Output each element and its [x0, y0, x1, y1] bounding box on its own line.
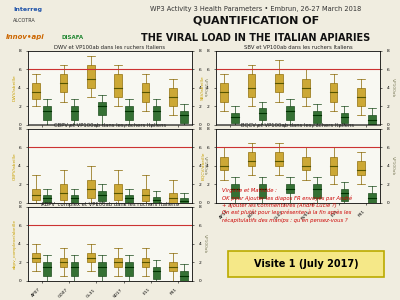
- Bar: [125, 262, 133, 276]
- Bar: [368, 193, 376, 203]
- Bar: [87, 179, 95, 198]
- Bar: [60, 184, 67, 200]
- Text: Interreg: Interreg: [14, 7, 42, 12]
- Text: Visite 1 (July 2017): Visite 1 (July 2017): [254, 259, 358, 269]
- Text: DISAFA: DISAFA: [62, 35, 84, 40]
- Bar: [313, 184, 321, 198]
- Bar: [43, 195, 51, 202]
- Bar: [114, 257, 122, 267]
- Y-axis label: abpv_complexe/abeille: abpv_complexe/abeille: [13, 219, 17, 269]
- Bar: [114, 184, 122, 200]
- Bar: [302, 157, 310, 170]
- Bar: [275, 74, 283, 92]
- Bar: [32, 189, 40, 200]
- Text: Virginie et Mathilde :
OK pour Ajouter les diapos FR envoyés par André
+ ajouter: Virginie et Mathilde : OK pour Ajouter l…: [222, 188, 352, 223]
- Bar: [302, 79, 310, 97]
- Bar: [153, 197, 160, 203]
- Bar: [153, 267, 160, 279]
- Bar: [357, 161, 365, 175]
- Bar: [259, 108, 266, 120]
- Bar: [142, 257, 149, 267]
- Bar: [231, 113, 239, 123]
- Y-axis label: VP100ab: VP100ab: [203, 156, 207, 176]
- Bar: [341, 113, 348, 123]
- Text: WP3 Activity 3 Health Parameters • Embrun, 26-27 March 2018: WP3 Activity 3 Health Parameters • Embru…: [150, 6, 362, 12]
- Bar: [286, 184, 294, 193]
- Bar: [180, 198, 188, 202]
- Bar: [259, 184, 266, 198]
- Bar: [248, 74, 255, 97]
- Y-axis label: CBPV/abeille: CBPV/abeille: [13, 152, 17, 180]
- Y-axis label: DWV/abeille: DWV/abeille: [13, 74, 17, 101]
- Bar: [368, 115, 376, 124]
- Bar: [43, 262, 51, 276]
- Y-axis label: VP100ab: VP100ab: [203, 78, 207, 98]
- Bar: [169, 193, 177, 203]
- Bar: [71, 195, 78, 202]
- Bar: [330, 157, 337, 175]
- Bar: [32, 253, 40, 262]
- Y-axis label: SBV/abeille: SBV/abeille: [201, 75, 205, 100]
- Bar: [169, 88, 177, 106]
- Bar: [32, 83, 40, 99]
- Y-axis label: VP100ab: VP100ab: [391, 156, 395, 176]
- Bar: [87, 253, 95, 262]
- Bar: [313, 111, 321, 123]
- Bar: [275, 152, 283, 166]
- Bar: [220, 83, 228, 101]
- Bar: [43, 106, 51, 120]
- Bar: [142, 189, 149, 201]
- Title: DWV et VP100ab dans les ruchers Italiens: DWV et VP100ab dans les ruchers Italiens: [54, 45, 166, 50]
- Bar: [330, 83, 337, 101]
- Y-axis label: BQCV/abeille: BQCV/abeille: [201, 152, 205, 180]
- Bar: [153, 106, 160, 120]
- Bar: [114, 74, 122, 97]
- Bar: [180, 271, 188, 280]
- Bar: [71, 106, 78, 120]
- Text: THE VIRAL LOAD IN THE ITALIAN APIARIES: THE VIRAL LOAD IN THE ITALIAN APIARIES: [141, 33, 371, 43]
- Y-axis label: VP100ab: VP100ab: [391, 78, 395, 98]
- Bar: [98, 262, 106, 276]
- Text: QUANTIFICATION OF: QUANTIFICATION OF: [193, 16, 319, 26]
- Bar: [142, 83, 149, 101]
- Y-axis label: VP100ab: VP100ab: [203, 234, 207, 254]
- Bar: [248, 152, 255, 166]
- Bar: [98, 101, 106, 115]
- Title: BQCV et VP100ab dans les ruchers Italiens: BQCV et VP100ab dans les ruchers Italien…: [242, 123, 354, 128]
- Bar: [98, 191, 106, 201]
- Bar: [60, 257, 67, 267]
- Bar: [220, 157, 228, 170]
- Text: ALCOTRA: ALCOTRA: [14, 18, 36, 23]
- Bar: [125, 195, 133, 202]
- Title: CBPV et VP100ab dans les ruchers Italiens: CBPV et VP100ab dans les ruchers Italien…: [54, 123, 166, 128]
- Bar: [357, 88, 365, 106]
- Title: SBV et VP100ab dans les ruchers Italiens: SBV et VP100ab dans les ruchers Italiens: [244, 45, 352, 50]
- Bar: [60, 74, 67, 92]
- Bar: [231, 184, 239, 198]
- Bar: [71, 262, 78, 276]
- Bar: [341, 189, 348, 201]
- Bar: [125, 106, 133, 120]
- Bar: [286, 106, 294, 120]
- Text: Innov•api: Innov•api: [6, 34, 44, 40]
- FancyBboxPatch shape: [228, 251, 384, 277]
- Bar: [169, 262, 177, 271]
- Bar: [180, 111, 188, 123]
- Title: ABPV_complex et VP100ab dans les ruchers Italiens: ABPV_complex et VP100ab dans les ruchers…: [41, 201, 179, 207]
- Bar: [87, 65, 95, 88]
